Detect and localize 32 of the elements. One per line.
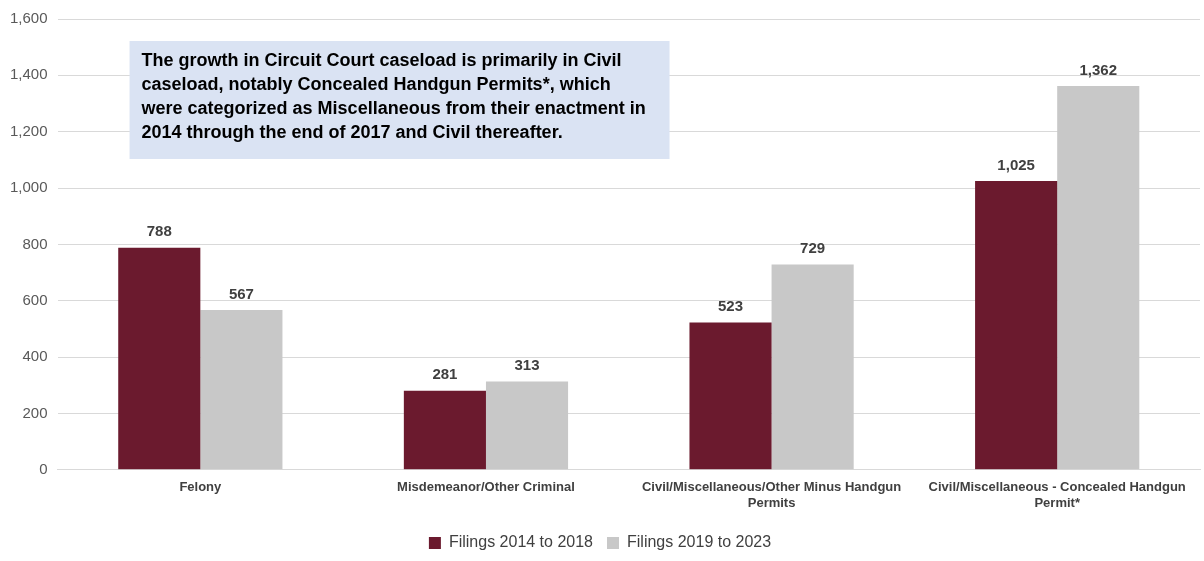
y-tick-label: 0 xyxy=(39,459,48,477)
y-tick-label: 1,600 xyxy=(9,9,48,27)
bar xyxy=(689,322,772,470)
bar xyxy=(975,181,1058,470)
legend-label: Filings 2019 to 2023 xyxy=(627,533,772,551)
data-label: 281 xyxy=(432,365,458,383)
bar xyxy=(485,381,569,470)
x-tick-label: Civil/Miscellaneous/Other Minus Handgun Permits xyxy=(641,479,902,510)
annotation: The growth in Circuit Court caseload is primarily in Civil caseload, notably Concealed Handgun Permits*, which were categorized as Miscellaneous from their enactment in 2014 through the end of 2017 and Civil thereafter. xyxy=(140,49,646,142)
data-label: 523 xyxy=(718,297,744,315)
bar xyxy=(771,264,854,470)
y-tick-label: 1,400 xyxy=(9,65,48,83)
bar xyxy=(118,247,201,470)
data-label: 313 xyxy=(514,356,540,374)
bar xyxy=(200,310,283,470)
data-label: 729 xyxy=(800,239,826,257)
x-tick-label: Felony xyxy=(179,479,223,495)
y-tick-label: 600 xyxy=(22,290,48,308)
x-tick-label: Civil/Miscellaneous - Concealed Handgun Permit* xyxy=(928,479,1186,510)
bar xyxy=(403,390,486,470)
y-tick-label: 800 xyxy=(22,234,48,252)
y-tick-label: 200 xyxy=(22,403,48,421)
y-tick-label: 1,000 xyxy=(9,178,48,196)
y-tick-label: 400 xyxy=(22,347,48,365)
x-tick-label: Misdemeanor/Other Criminal xyxy=(397,479,575,495)
data-label: 788 xyxy=(146,222,172,240)
bar xyxy=(1057,86,1140,470)
data-label: 1,362 xyxy=(1079,60,1118,78)
data-label: 567 xyxy=(228,284,254,302)
y-tick-label: 1,200 xyxy=(9,121,48,139)
data-label: 1,025 xyxy=(997,155,1035,173)
legend-label: Filings 2014 to 2018 xyxy=(448,533,594,551)
